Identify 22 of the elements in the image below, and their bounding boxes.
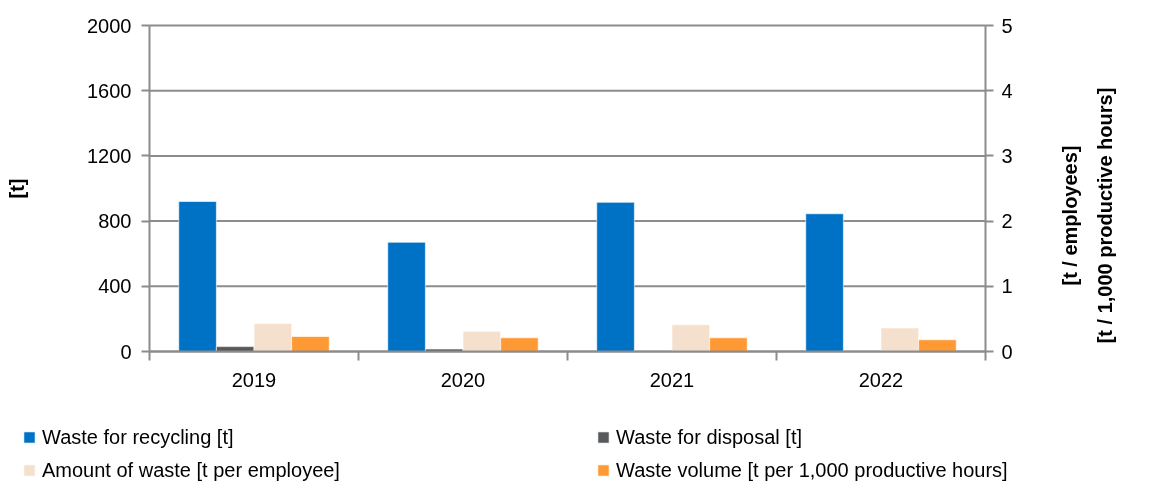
legend-label: Waste volume [t per 1,000 productive hours] [616, 458, 1009, 482]
y-axis-title: [t] [6, 178, 29, 199]
x-tick-label: 2020 [440, 368, 486, 391]
x-tick-label: 2019 [231, 368, 277, 391]
y2-tick-label: 0 [1001, 340, 1013, 363]
legend-label: Waste for recycling [t] [42, 425, 235, 449]
legend-label: Waste for disposal [t] [616, 425, 803, 449]
y-tick-label: 1600 [87, 79, 132, 102]
legend-label: Amount of waste [t per employee] [42, 458, 341, 482]
y2-axis-title: [t / employees] [t / 1,000 productive hours] [1059, 87, 1116, 344]
x-tick-label: 2022 [858, 368, 904, 391]
y2-tick-label: 1 [1001, 275, 1013, 298]
y-tick-label: 800 [98, 210, 132, 233]
x-tick-label: 2021 [649, 368, 695, 391]
y2-tick-label: 3 [1001, 144, 1013, 167]
y-tick-label: 2000 [87, 14, 132, 37]
y2-tick-label: 2 [1001, 210, 1013, 233]
y-tick-label: 0 [120, 340, 132, 363]
y-tick-label: 400 [98, 275, 132, 298]
y2-tick-label: 5 [1001, 14, 1013, 37]
y-tick-label: 1200 [87, 144, 132, 167]
y2-tick-label: 4 [1001, 79, 1013, 102]
